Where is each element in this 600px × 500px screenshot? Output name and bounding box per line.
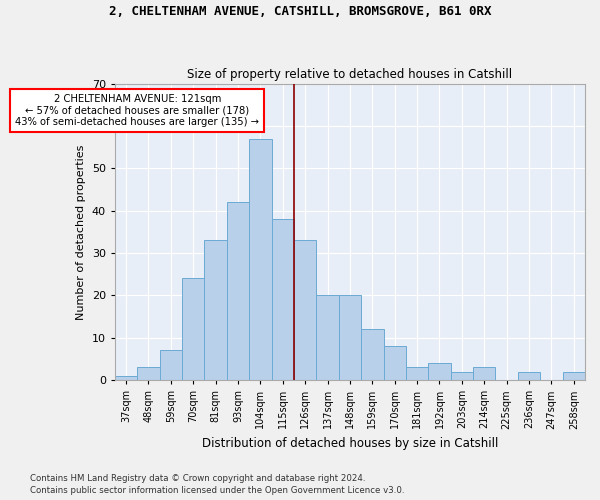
Bar [473, 368, 496, 380]
Bar [451, 372, 473, 380]
Bar [563, 372, 585, 380]
Bar [339, 296, 361, 380]
Bar [205, 240, 227, 380]
Bar [406, 368, 428, 380]
Text: 2, CHELTENHAM AVENUE, CATSHILL, BROMSGROVE, B61 0RX: 2, CHELTENHAM AVENUE, CATSHILL, BROMSGRO… [109, 5, 491, 18]
Bar [182, 278, 205, 380]
Bar [272, 219, 294, 380]
Bar [294, 240, 316, 380]
Text: Contains HM Land Registry data © Crown copyright and database right 2024.
Contai: Contains HM Land Registry data © Crown c… [30, 474, 404, 495]
Bar [227, 202, 249, 380]
Title: Size of property relative to detached houses in Catshill: Size of property relative to detached ho… [187, 68, 512, 81]
Bar [383, 346, 406, 380]
Bar [137, 368, 160, 380]
X-axis label: Distribution of detached houses by size in Catshill: Distribution of detached houses by size … [202, 437, 498, 450]
Bar [428, 363, 451, 380]
Y-axis label: Number of detached properties: Number of detached properties [76, 144, 86, 320]
Bar [115, 376, 137, 380]
Text: 2 CHELTENHAM AVENUE: 121sqm
← 57% of detached houses are smaller (178)
43% of se: 2 CHELTENHAM AVENUE: 121sqm ← 57% of det… [15, 94, 259, 128]
Bar [160, 350, 182, 380]
Bar [249, 138, 272, 380]
Bar [316, 296, 339, 380]
Bar [361, 330, 383, 380]
Bar [518, 372, 540, 380]
